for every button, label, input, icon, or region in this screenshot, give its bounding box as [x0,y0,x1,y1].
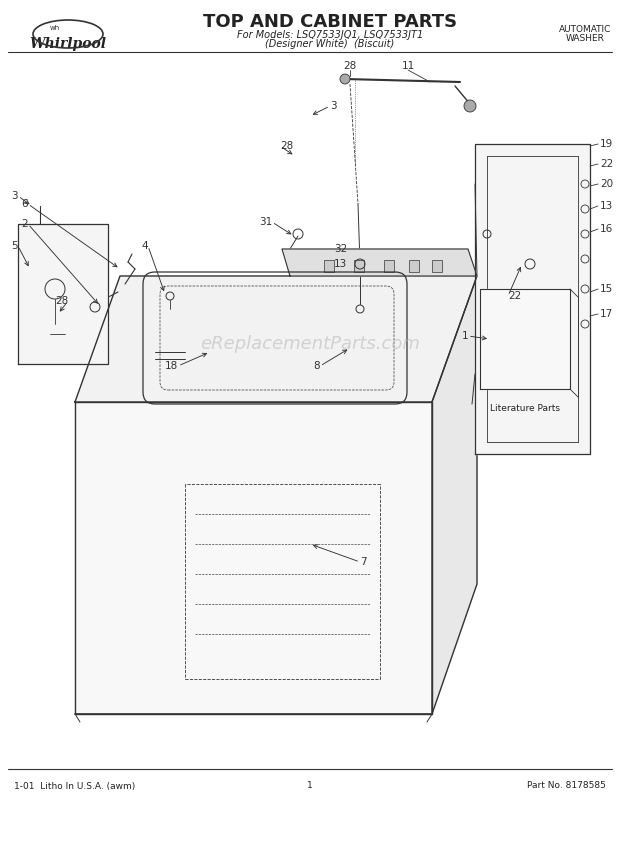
Text: 3: 3 [11,191,18,201]
Text: Part No. 8178585: Part No. 8178585 [527,782,606,791]
Text: 19: 19 [600,139,613,149]
Polygon shape [18,224,108,364]
Text: 31: 31 [259,217,272,227]
Text: 18: 18 [165,361,178,371]
Text: 6: 6 [21,199,28,209]
Bar [354,260,364,272]
Text: Literature Parts: Literature Parts [490,404,560,413]
Text: WASHER: WASHER [565,34,604,42]
Text: 7: 7 [360,557,366,567]
Text: 4: 4 [141,241,148,251]
Text: 20: 20 [600,179,613,189]
Text: 13: 13 [334,259,347,269]
Text: 22: 22 [600,159,613,169]
Text: 16: 16 [600,224,613,234]
Text: 1-01  Litho In U.S.A. (awm): 1-01 Litho In U.S.A. (awm) [14,782,135,791]
Circle shape [340,74,350,84]
Text: 2: 2 [21,219,28,229]
Text: TOP AND CABINET PARTS: TOP AND CABINET PARTS [203,13,457,31]
Text: 28: 28 [280,141,293,151]
Text: 17: 17 [600,309,613,319]
Text: 28: 28 [55,296,68,306]
Text: 8: 8 [313,361,320,371]
Text: (Designer White)  (Biscuit): (Designer White) (Biscuit) [265,39,394,49]
Circle shape [464,100,476,112]
Text: 22: 22 [508,291,521,301]
Bar [409,260,419,272]
Text: 15: 15 [600,284,613,294]
Text: 28: 28 [343,61,356,71]
Text: 1: 1 [307,782,313,791]
Text: For Models: LSQ7533JQ1, LSQ7533JT1: For Models: LSQ7533JQ1, LSQ7533JT1 [237,30,423,40]
Text: 3: 3 [330,101,337,111]
Polygon shape [75,402,432,714]
Text: wh: wh [50,25,60,31]
Text: Whirlpool: Whirlpool [30,37,107,51]
Text: 5: 5 [11,241,18,251]
Polygon shape [480,289,570,389]
Polygon shape [475,144,590,454]
Text: AUTOMATIC: AUTOMATIC [559,24,611,34]
Polygon shape [432,276,477,714]
Text: 13: 13 [600,201,613,211]
Polygon shape [75,276,477,402]
Text: 1: 1 [461,331,468,341]
Text: 32: 32 [334,244,347,254]
Text: 11: 11 [401,61,415,71]
Bar [324,260,334,272]
Bar [384,260,394,272]
Bar [432,260,442,272]
Text: eReplacementParts.com: eReplacementParts.com [200,335,420,353]
Polygon shape [282,249,477,276]
